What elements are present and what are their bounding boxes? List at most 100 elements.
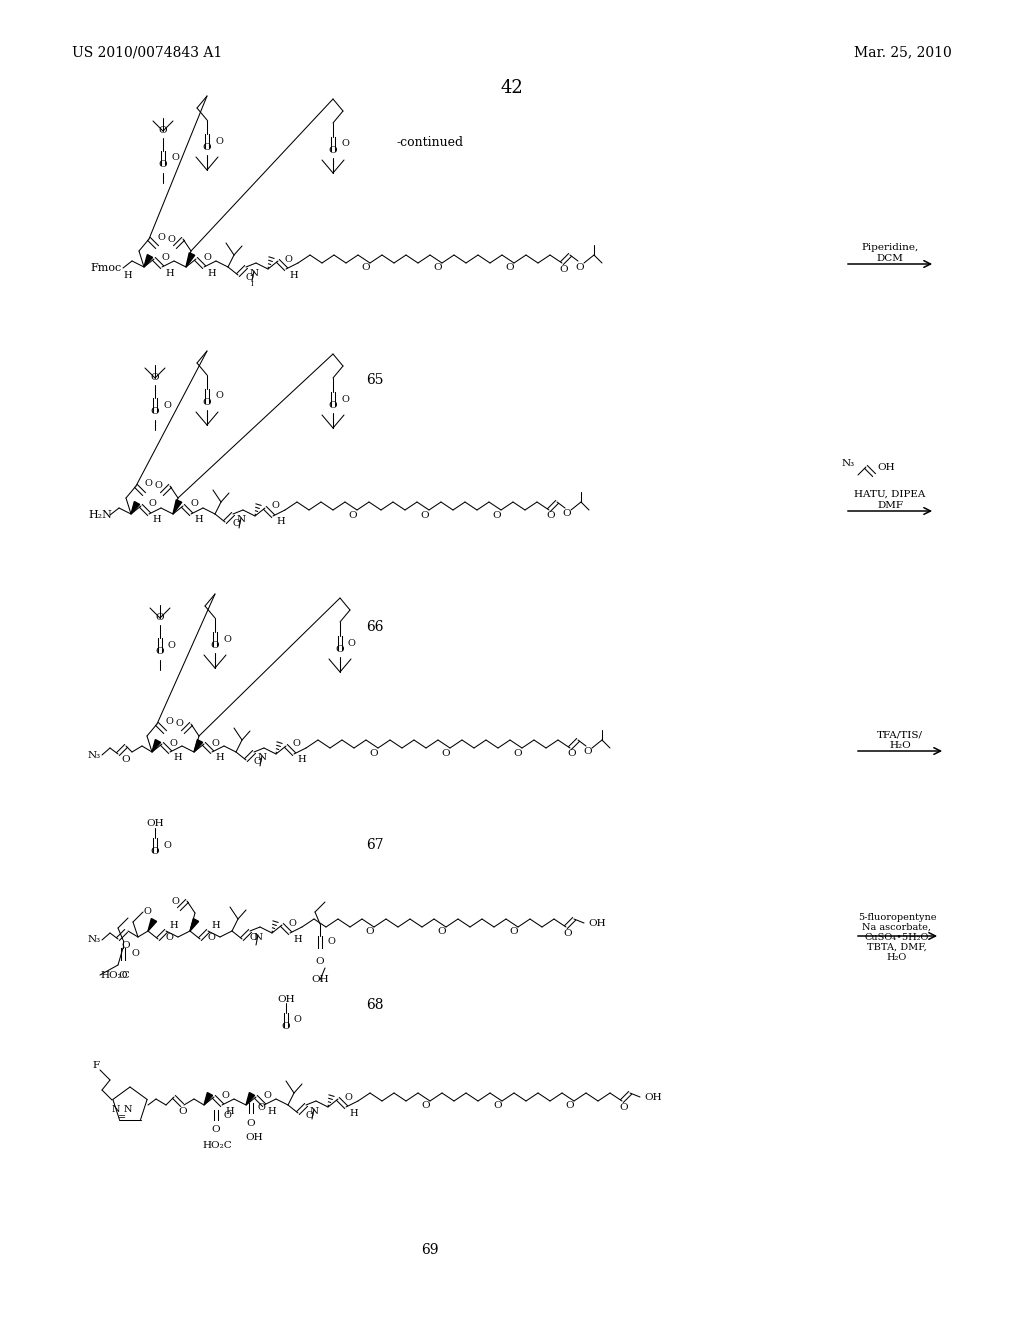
Text: =: =	[118, 1114, 126, 1122]
Text: O: O	[494, 1101, 503, 1110]
Text: O: O	[215, 136, 223, 145]
Text: O: O	[336, 645, 344, 653]
Text: H: H	[195, 516, 204, 524]
Text: HO₂C: HO₂C	[100, 970, 130, 979]
Text: N₃: N₃	[88, 936, 101, 945]
Text: O: O	[563, 928, 572, 937]
Text: N: N	[124, 1106, 132, 1114]
Text: O: O	[203, 143, 211, 152]
Text: H₂O: H₂O	[887, 953, 907, 962]
Text: O: O	[510, 928, 518, 936]
Text: OH: OH	[588, 919, 605, 928]
Text: O: O	[349, 511, 357, 520]
Text: O: O	[165, 718, 173, 726]
Text: O: O	[159, 125, 167, 135]
Text: O: O	[203, 399, 211, 407]
Text: O: O	[620, 1102, 629, 1111]
Text: O: O	[341, 140, 349, 149]
Text: O: O	[315, 957, 325, 966]
Text: 68: 68	[367, 998, 384, 1012]
Text: O: O	[163, 841, 171, 850]
Text: OH: OH	[311, 975, 329, 985]
Text: O: O	[341, 395, 349, 404]
Text: O: O	[143, 908, 151, 916]
Text: O: O	[258, 1104, 266, 1113]
Text: I: I	[251, 280, 253, 288]
Polygon shape	[148, 919, 157, 931]
Text: 65: 65	[367, 374, 384, 387]
Text: O: O	[203, 252, 211, 261]
Text: O: O	[224, 1110, 231, 1119]
Text: O: O	[151, 407, 160, 416]
Text: OH: OH	[245, 1133, 263, 1142]
Text: O: O	[167, 235, 175, 243]
Text: 66: 66	[367, 620, 384, 634]
Text: Mar. 25, 2010: Mar. 25, 2010	[854, 45, 952, 59]
Text: O: O	[282, 1022, 291, 1031]
Text: O: O	[223, 635, 230, 644]
Polygon shape	[190, 919, 199, 931]
Text: O: O	[163, 400, 171, 409]
Text: O: O	[148, 499, 156, 508]
Text: O: O	[211, 642, 219, 649]
Text: O: O	[122, 940, 130, 949]
Polygon shape	[144, 255, 153, 267]
Text: HATU, DIPEA: HATU, DIPEA	[854, 490, 926, 499]
Text: OH: OH	[877, 462, 895, 471]
Text: F: F	[92, 1060, 99, 1069]
Text: O: O	[434, 264, 442, 272]
Text: O: O	[245, 272, 253, 281]
Text: N: N	[309, 1106, 318, 1115]
Text: H: H	[290, 271, 298, 280]
Text: O: O	[288, 919, 296, 928]
Text: O: O	[171, 153, 179, 162]
Text: O: O	[437, 928, 446, 936]
Text: 69: 69	[421, 1243, 438, 1257]
Text: H: H	[294, 935, 302, 944]
Text: O: O	[253, 758, 261, 767]
Text: O: O	[305, 1110, 313, 1119]
Text: O: O	[232, 520, 240, 528]
Text: O: O	[565, 1101, 574, 1110]
Text: H: H	[216, 754, 224, 763]
Text: O: O	[131, 949, 139, 958]
Text: O: O	[169, 738, 177, 747]
Text: O: O	[575, 263, 585, 272]
Text: Na ascorbate,: Na ascorbate,	[862, 923, 932, 932]
Text: O: O	[119, 970, 127, 979]
Text: DMF: DMF	[877, 502, 903, 510]
Text: O: O	[207, 933, 215, 942]
Text: O: O	[212, 1126, 220, 1134]
Text: O: O	[344, 1093, 352, 1101]
Text: H: H	[225, 1106, 234, 1115]
Text: O: O	[247, 1118, 255, 1127]
Text: H: H	[153, 516, 162, 524]
Text: O: O	[366, 928, 375, 936]
Text: O: O	[441, 748, 451, 758]
Text: O: O	[156, 647, 164, 656]
Text: O: O	[284, 255, 292, 264]
Text: H: H	[276, 517, 286, 527]
Text: 67: 67	[367, 838, 384, 851]
Text: N: N	[257, 754, 266, 763]
Text: H₂O: H₂O	[889, 741, 911, 750]
Text: US 2010/0074843 A1: US 2010/0074843 A1	[72, 45, 222, 59]
Text: H: H	[349, 1109, 358, 1118]
Text: O: O	[157, 232, 165, 242]
Text: TBTA, DMF,: TBTA, DMF,	[867, 942, 927, 952]
Text: O: O	[329, 401, 337, 411]
Text: O: O	[547, 511, 555, 520]
Text: H: H	[174, 754, 182, 763]
Text: O: O	[506, 264, 514, 272]
Text: O: O	[263, 1090, 271, 1100]
Text: H₂N: H₂N	[88, 510, 112, 520]
Text: O: O	[370, 748, 378, 758]
Text: N: N	[253, 932, 262, 941]
Text: H: H	[124, 272, 132, 281]
Text: N₃: N₃	[88, 751, 101, 759]
Text: Fmoc: Fmoc	[90, 263, 121, 273]
Text: OH: OH	[146, 820, 164, 829]
Text: O: O	[361, 264, 371, 272]
Text: O: O	[584, 747, 592, 756]
Text: O: O	[493, 511, 502, 520]
